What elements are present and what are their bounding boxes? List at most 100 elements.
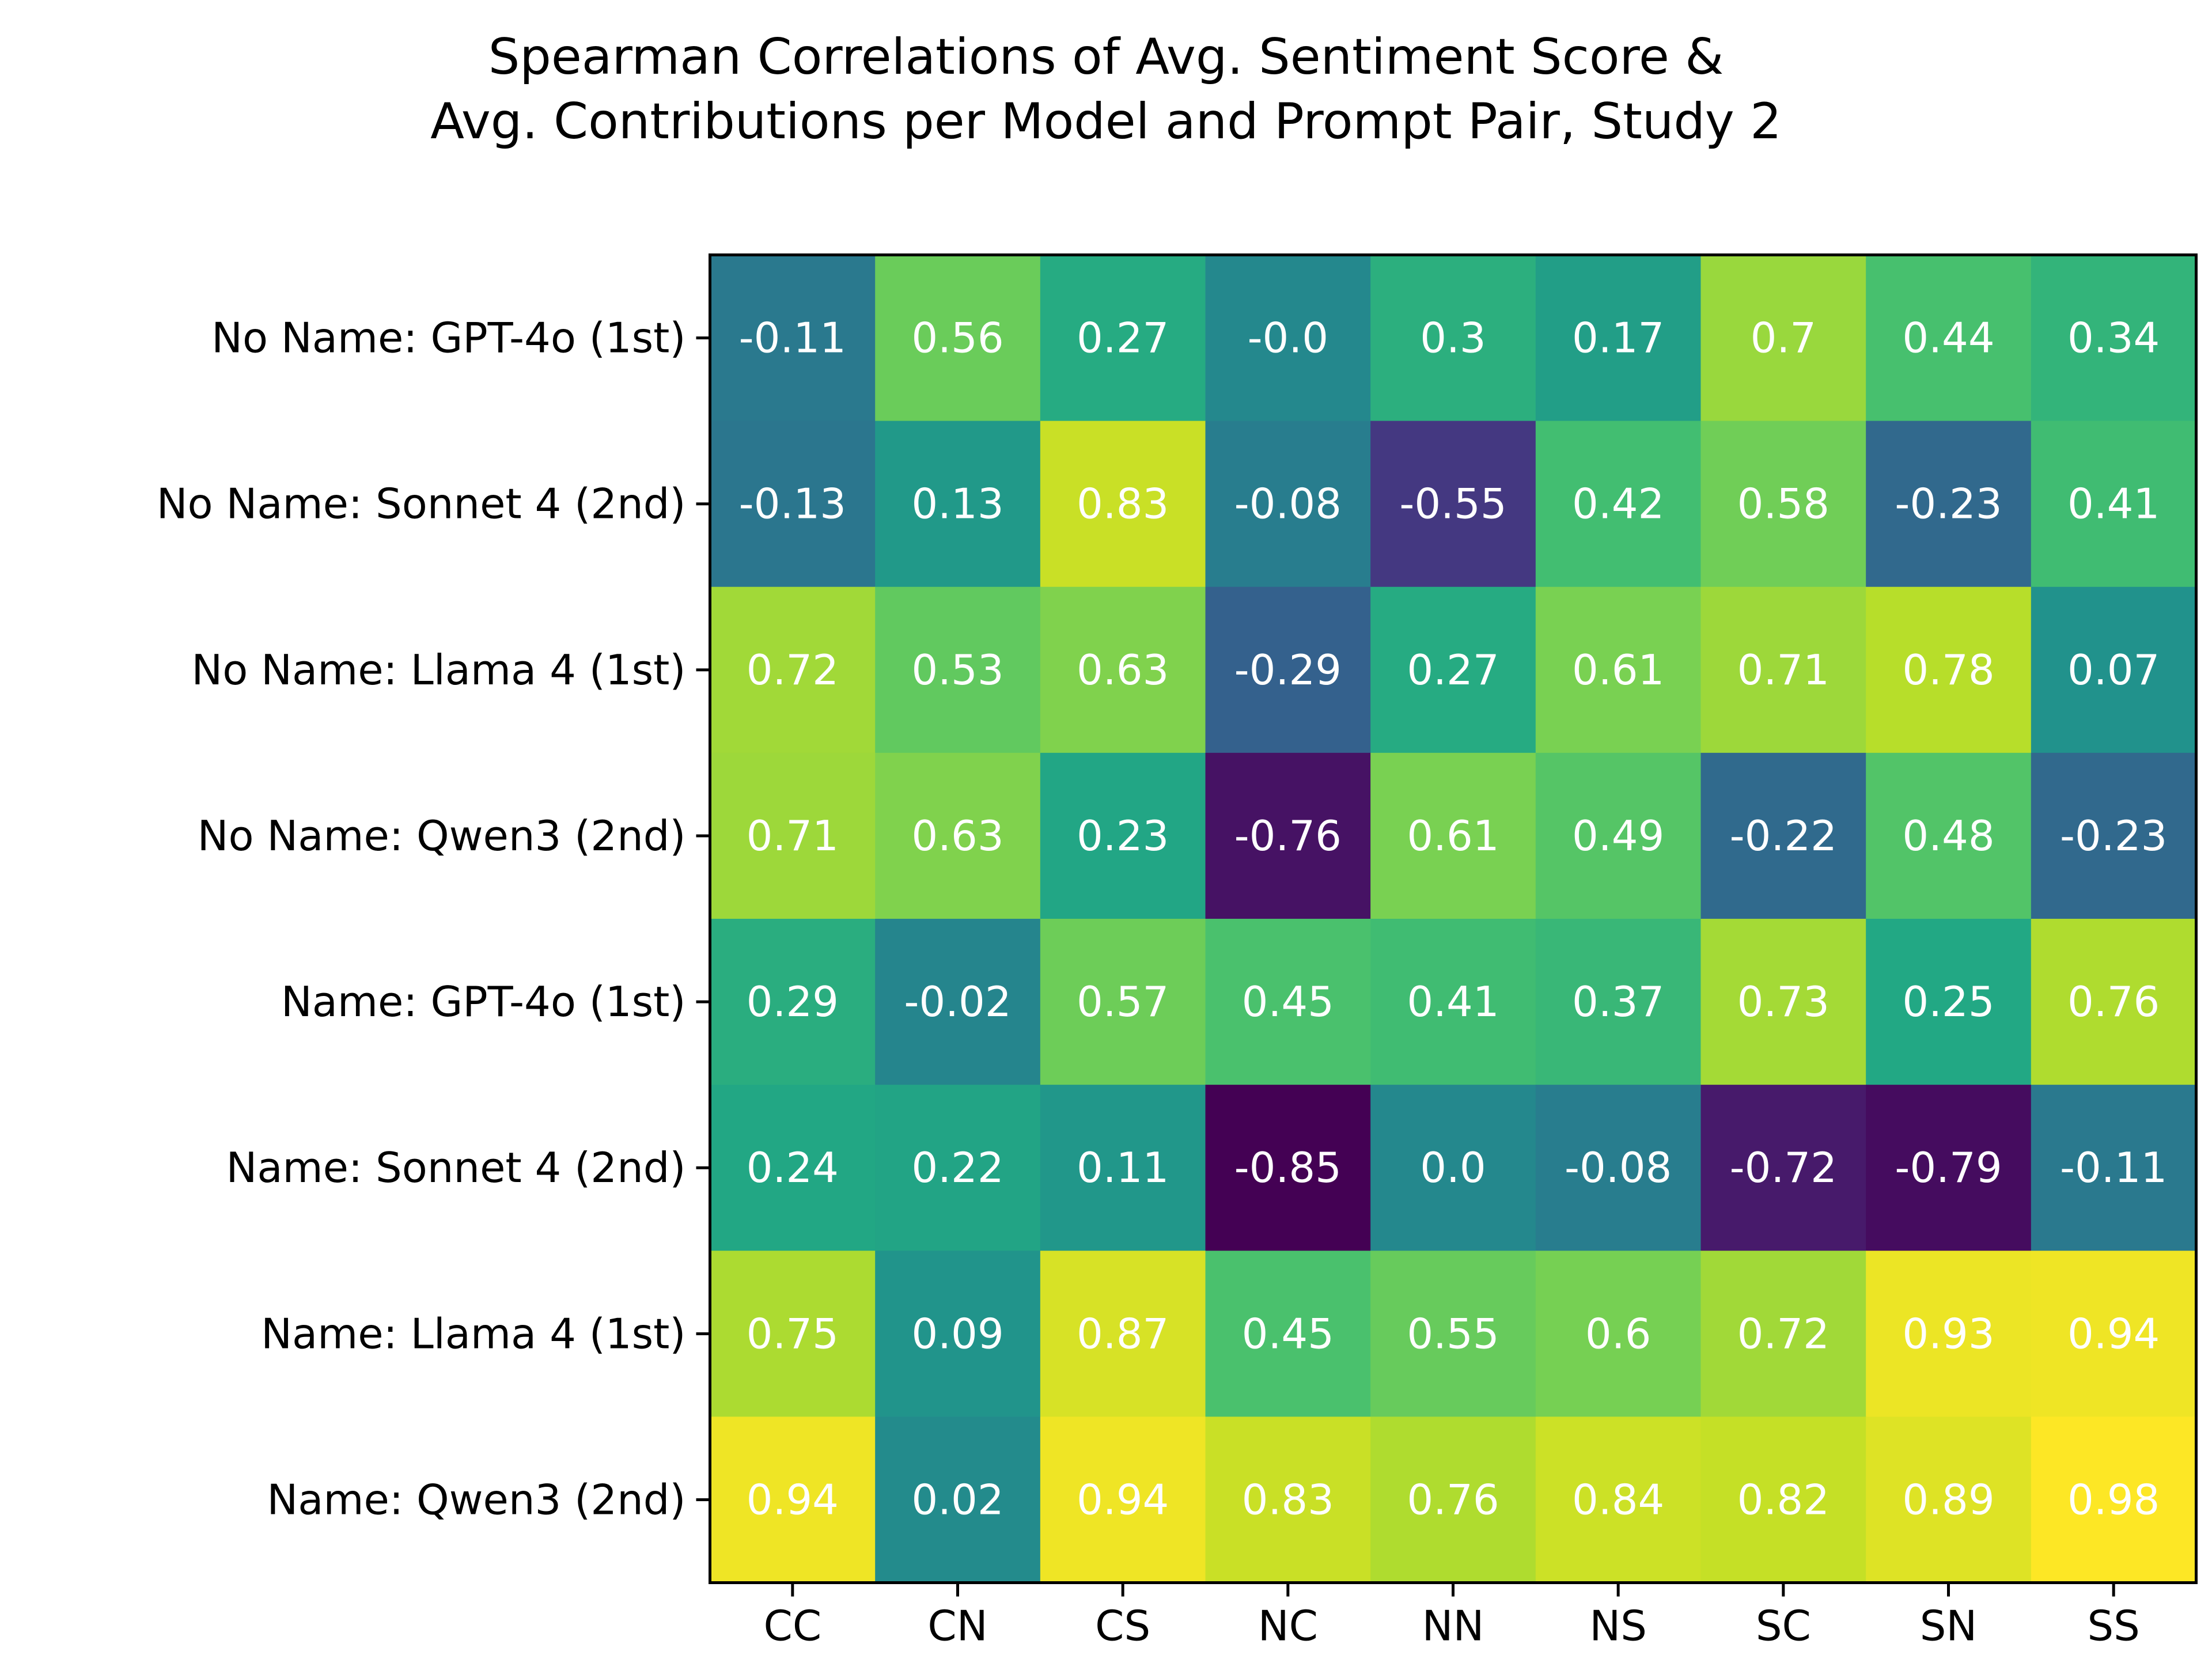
cell-value-label: 0.72 xyxy=(1737,1309,1830,1358)
heatmap-cell-r6-nc xyxy=(1205,1085,1371,1251)
heatmap-cell-r2-sc xyxy=(1700,421,1866,588)
heatmap-cell-r6-sn xyxy=(1866,1085,2032,1251)
cell-value-label: 0.45 xyxy=(1242,1309,1334,1358)
heatmap-cell-r2-nc xyxy=(1205,421,1371,588)
cell-value-label: 0.22 xyxy=(911,1143,1003,1192)
x-tick-label: NN xyxy=(1422,1602,1484,1650)
cell-value-label: -0.11 xyxy=(2060,1143,2167,1192)
heatmap-cell-r4-ss xyxy=(2031,752,2197,919)
heatmap-cell-r1-cn xyxy=(875,255,1041,422)
cell-value-label: -0.85 xyxy=(1234,1143,1342,1192)
heatmap-cell-r4-nc xyxy=(1205,752,1371,919)
heatmap-cell-r3-sn xyxy=(1866,586,2032,753)
cell-value-label: 0.25 xyxy=(1902,978,1994,1026)
heatmap-cell-r8-ns xyxy=(1535,1416,1702,1584)
heatmap-cell-r1-nc xyxy=(1205,255,1371,422)
heatmap-cell-r8-cs xyxy=(1040,1416,1206,1584)
cell-value-label: 0.72 xyxy=(747,646,839,694)
x-tick-label: SC xyxy=(1756,1602,1811,1650)
cell-value-label: 0.49 xyxy=(1572,812,1664,860)
y-tick-label: Name: Llama 4 (1st) xyxy=(261,1309,685,1358)
x-tick-label: CS xyxy=(1095,1602,1150,1650)
cell-value-label: -0.0 xyxy=(1248,314,1328,362)
cell-value-label: 0.55 xyxy=(1407,1309,1499,1358)
cell-value-label: 0.83 xyxy=(1077,480,1169,528)
heatmap-cell-r5-cs xyxy=(1040,919,1206,1085)
heatmap-cell-r7-sc xyxy=(1700,1251,1866,1417)
heatmap-cell-r1-sn xyxy=(1866,255,2032,422)
heatmap-cell-r3-nn xyxy=(1370,586,1536,753)
cell-value-label: 0.02 xyxy=(911,1475,1003,1524)
cell-value-label: 0.3 xyxy=(1420,314,1486,362)
heatmap-cell-r3-cs xyxy=(1040,586,1206,753)
cell-value-label: 0.17 xyxy=(1572,314,1664,362)
cell-value-label: 0.83 xyxy=(1242,1475,1334,1524)
cell-value-label: 0.87 xyxy=(1077,1309,1169,1358)
heatmap-cell-r8-nc xyxy=(1205,1416,1371,1584)
heatmap-cell-r6-ss xyxy=(2031,1085,2197,1251)
y-tick-label: Name: Qwen3 (2nd) xyxy=(267,1475,685,1524)
cell-value-label: 0.71 xyxy=(1737,646,1830,694)
heatmap-cell-r4-sn xyxy=(1866,752,2032,919)
cell-value-label: 0.76 xyxy=(1407,1475,1499,1524)
heatmap-cell-r7-sn xyxy=(1866,1251,2032,1417)
heatmap-cell-r7-cc xyxy=(710,1251,876,1417)
cell-value-label: 0.09 xyxy=(911,1309,1003,1358)
heatmap-cell-r2-ns xyxy=(1535,421,1702,588)
heatmap-cell-r6-cc xyxy=(710,1085,876,1251)
cell-value-label: -0.11 xyxy=(739,314,846,362)
cell-value-label: 0.61 xyxy=(1572,646,1664,694)
heatmap-cell-r3-nc xyxy=(1205,586,1371,753)
heatmap-cell-r4-nn xyxy=(1370,752,1536,919)
cell-value-label: 0.44 xyxy=(1902,314,1994,362)
plot-frame xyxy=(709,253,2198,1584)
cell-value-label: -0.55 xyxy=(1399,480,1506,528)
y-axis: No Name: GPT-4o (1st) No Name: Sonnet 4 (… xyxy=(157,314,710,1524)
cell-value-label: 0.98 xyxy=(2067,1475,2160,1524)
heatmap-cell-r6-nn xyxy=(1370,1085,1536,1251)
cell-value-label: -0.29 xyxy=(1234,646,1342,694)
cell-value-label: 0.57 xyxy=(1077,978,1169,1026)
heatmap-cell-r1-ns xyxy=(1535,255,1702,422)
heatmap-cell-r4-ns xyxy=(1535,752,1702,919)
y-tick-label: No Name: Sonnet 4 (2nd) xyxy=(157,480,686,528)
cell-value-label: 0.93 xyxy=(1902,1309,1994,1358)
cell-value-label: -0.22 xyxy=(1730,812,1837,860)
cell-value-label: 0.0 xyxy=(1420,1143,1486,1192)
heatmap-cell-r7-cn xyxy=(875,1251,1041,1417)
x-tick-label: SN xyxy=(1920,1602,1978,1650)
heatmap-cell-r7-nc xyxy=(1205,1251,1371,1417)
heatmap-cell-r8-sn xyxy=(1866,1416,2032,1584)
x-axis: CC CN CS NC NN NS SC SN SS xyxy=(764,1582,2140,1650)
cell-value-label: -0.76 xyxy=(1234,812,1342,860)
cell-value-label: -0.23 xyxy=(2060,812,2167,860)
heatmap-cell-r4-cs xyxy=(1040,752,1206,919)
cell-value-label: 0.63 xyxy=(911,812,1003,860)
cell-value-label: 0.11 xyxy=(1077,1143,1169,1192)
heatmap-cell-r8-cc xyxy=(710,1416,876,1584)
heatmap-cell-r5-sc xyxy=(1700,919,1866,1085)
cell-value-label: 0.27 xyxy=(1077,314,1169,362)
y-tick-label: No Name: GPT-4o (1st) xyxy=(211,314,685,362)
heatmap-cells xyxy=(710,255,2197,1584)
heatmap-cell-r5-sn xyxy=(1866,919,2032,1085)
heatmap-cell-r8-sc xyxy=(1700,1416,1866,1584)
cell-value-label: 0.58 xyxy=(1737,480,1830,528)
cell-value-label: 0.78 xyxy=(1902,646,1994,694)
x-tick-label: NC xyxy=(1258,1602,1318,1650)
heatmap-cell-r1-cc xyxy=(710,255,876,422)
x-tick-label: SS xyxy=(2087,1602,2139,1650)
heatmap-cell-r6-sc xyxy=(1700,1085,1866,1251)
heatmap-cell-r7-ns xyxy=(1535,1251,1702,1417)
cell-value-label: 0.29 xyxy=(747,978,839,1026)
y-tick-label: No Name: Qwen3 (2nd) xyxy=(198,812,686,860)
heatmap-cell-r2-nn xyxy=(1370,421,1536,588)
cell-value-label: 0.13 xyxy=(911,480,1003,528)
heatmap-cell-r5-nn xyxy=(1370,919,1536,1085)
cell-value-label: 0.37 xyxy=(1572,978,1664,1026)
heatmap-cell-r3-cn xyxy=(875,586,1041,753)
cell-value-label: 0.61 xyxy=(1407,812,1499,860)
heatmap-cell-r3-ns xyxy=(1535,586,1702,753)
chart-title: Spearman Correlations of Avg. Sentiment … xyxy=(488,28,1724,86)
